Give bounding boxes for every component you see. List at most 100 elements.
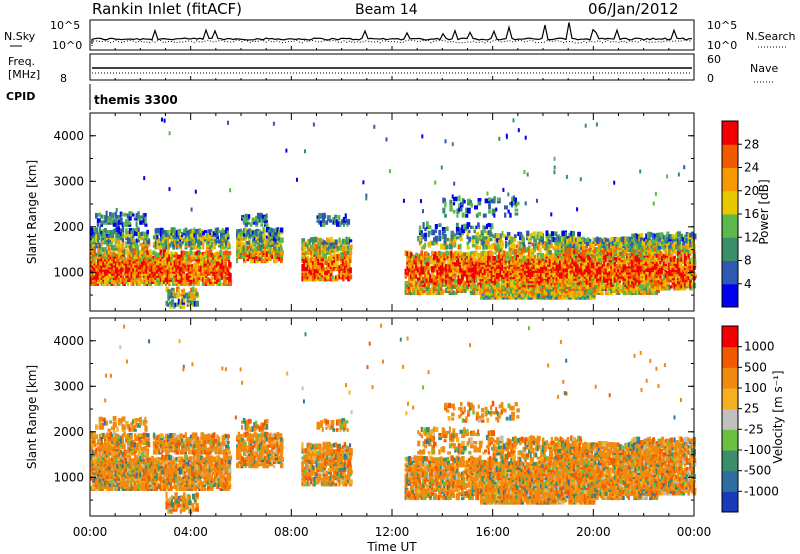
range-cell (214, 253, 217, 258)
range-cell (559, 254, 562, 259)
range-cell (170, 287, 175, 293)
range-cell (123, 221, 127, 225)
range-cell (534, 263, 538, 267)
range-cell (320, 276, 325, 282)
range-cell (443, 281, 447, 285)
range-cell (161, 282, 164, 286)
range-cell (610, 260, 613, 265)
range-cell (406, 269, 410, 273)
range-cell (248, 228, 251, 233)
range-cell (443, 239, 447, 244)
range-cell (189, 255, 193, 260)
range-cell (145, 254, 149, 258)
range-cell (406, 256, 409, 261)
range-cell (128, 232, 132, 239)
range-cell (181, 232, 185, 236)
range-cell (601, 246, 604, 250)
range-cell (324, 275, 328, 282)
range-cell (424, 232, 427, 238)
range-cell (260, 231, 265, 235)
range-cell (118, 250, 122, 257)
range-cell (420, 270, 423, 275)
range-cell (526, 254, 530, 259)
range-cell (566, 259, 569, 263)
range-cell (499, 237, 503, 243)
range-cell (543, 242, 546, 247)
range-cell (191, 270, 195, 274)
range-cell (164, 251, 168, 256)
range-cell (201, 281, 205, 286)
range-cell (194, 274, 197, 278)
range-cell (198, 258, 201, 262)
range-cell (477, 222, 480, 228)
range-cell (137, 215, 140, 219)
range-cell (167, 242, 171, 248)
range-cell (189, 270, 193, 274)
cpid-row: CPID themis 3300 (6, 84, 178, 110)
range-cell (452, 269, 455, 275)
range-cell (466, 231, 469, 236)
range-cell (209, 244, 212, 250)
range-cell (251, 231, 255, 235)
range-cell (411, 287, 416, 293)
range-cell (274, 227, 278, 233)
range-cell (487, 255, 491, 261)
range-cell (541, 277, 546, 282)
range-cell (145, 263, 149, 268)
range-cell (166, 249, 170, 256)
range-cell (324, 259, 328, 265)
range-cell (125, 249, 128, 255)
range-cell (408, 289, 411, 296)
range-cell (560, 287, 564, 291)
range-cell (237, 229, 241, 233)
range-cell (152, 257, 156, 264)
range-cell (594, 264, 598, 269)
range-cell (248, 245, 252, 249)
range-cell (510, 283, 513, 288)
range-cell (167, 233, 171, 238)
range-cell (147, 259, 150, 264)
range-cell (464, 288, 467, 293)
range-cell (139, 242, 143, 247)
range-cell (499, 244, 504, 249)
range-cell (178, 270, 181, 276)
range-cell (165, 300, 169, 305)
range-cell (587, 237, 590, 242)
range-cell (592, 283, 596, 287)
range-cell (333, 251, 336, 257)
range-cell (415, 258, 419, 263)
range-cell (251, 217, 256, 223)
nave-tick-bottom: 0 (707, 72, 714, 85)
range-cell (127, 258, 131, 262)
range-cell (349, 258, 352, 263)
range-cell (137, 235, 141, 241)
range-cell (161, 244, 165, 250)
range-cell (547, 258, 550, 263)
noise-sky-line (91, 22, 692, 44)
range-cell (434, 260, 438, 265)
range-cell (431, 258, 434, 263)
range-cell (492, 268, 496, 273)
range-cell (543, 269, 547, 273)
range-cell (471, 243, 476, 248)
range-cell (155, 260, 159, 264)
range-cell (531, 275, 534, 280)
range-cell (485, 262, 488, 267)
range-cell (594, 272, 597, 277)
range-cell (520, 234, 524, 241)
range-cell (529, 267, 532, 271)
range-cell (175, 241, 179, 246)
range-cell (194, 258, 198, 262)
range-cell (520, 265, 525, 269)
range-cell (203, 268, 207, 272)
range-cell (485, 223, 489, 230)
range-cell (125, 241, 128, 245)
range-cell (264, 255, 268, 260)
range-cell (552, 280, 556, 284)
range-cell (168, 269, 172, 274)
range-cell (312, 261, 315, 265)
range-cell (599, 238, 604, 242)
range-cell (548, 280, 552, 286)
range-cell (492, 294, 496, 298)
range-cell (470, 225, 473, 230)
